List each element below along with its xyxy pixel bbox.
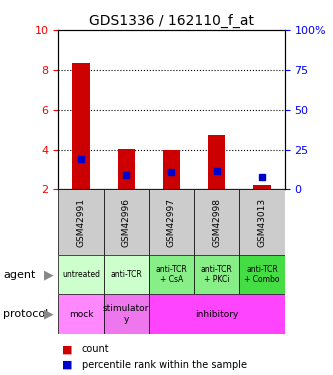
Text: stimulator
y: stimulator y: [103, 304, 150, 324]
Bar: [253, 185, 271, 189]
Bar: [208, 135, 225, 189]
Text: anti-TCR
+ Combo: anti-TCR + Combo: [244, 265, 280, 284]
Text: percentile rank within the sample: percentile rank within the sample: [82, 360, 246, 370]
Text: protocol: protocol: [3, 309, 49, 319]
Bar: [239, 189, 285, 255]
Text: ■: ■: [62, 344, 72, 354]
Text: mock: mock: [69, 310, 93, 319]
Text: agent: agent: [3, 270, 36, 280]
Text: inhibitory: inhibitory: [195, 310, 238, 319]
Text: GSM42997: GSM42997: [167, 198, 176, 247]
Bar: [58, 294, 104, 334]
Text: anti-TCR
+ CsA: anti-TCR + CsA: [156, 265, 187, 284]
Bar: [104, 189, 149, 255]
Bar: [239, 255, 285, 294]
Text: ■: ■: [62, 360, 72, 370]
Text: ▶: ▶: [44, 268, 53, 281]
Text: ▶: ▶: [44, 308, 53, 321]
Bar: [149, 189, 194, 255]
Bar: [118, 148, 135, 189]
Text: GSM42996: GSM42996: [122, 198, 131, 247]
Bar: [149, 294, 285, 334]
Text: count: count: [82, 344, 109, 354]
Bar: [58, 255, 104, 294]
Bar: [58, 189, 104, 255]
Text: anti-TCR
+ PKCi: anti-TCR + PKCi: [201, 265, 233, 284]
Bar: [149, 255, 194, 294]
Bar: [104, 294, 149, 334]
Text: GSM43013: GSM43013: [257, 198, 267, 247]
Text: untreated: untreated: [62, 270, 100, 279]
Title: GDS1336 / 162110_f_at: GDS1336 / 162110_f_at: [89, 13, 254, 28]
Bar: [194, 255, 239, 294]
Bar: [72, 63, 90, 189]
Bar: [163, 150, 180, 189]
Text: GSM42991: GSM42991: [76, 198, 86, 247]
Bar: [104, 255, 149, 294]
Bar: [194, 189, 239, 255]
Text: anti-TCR: anti-TCR: [110, 270, 142, 279]
Text: GSM42998: GSM42998: [212, 198, 221, 247]
